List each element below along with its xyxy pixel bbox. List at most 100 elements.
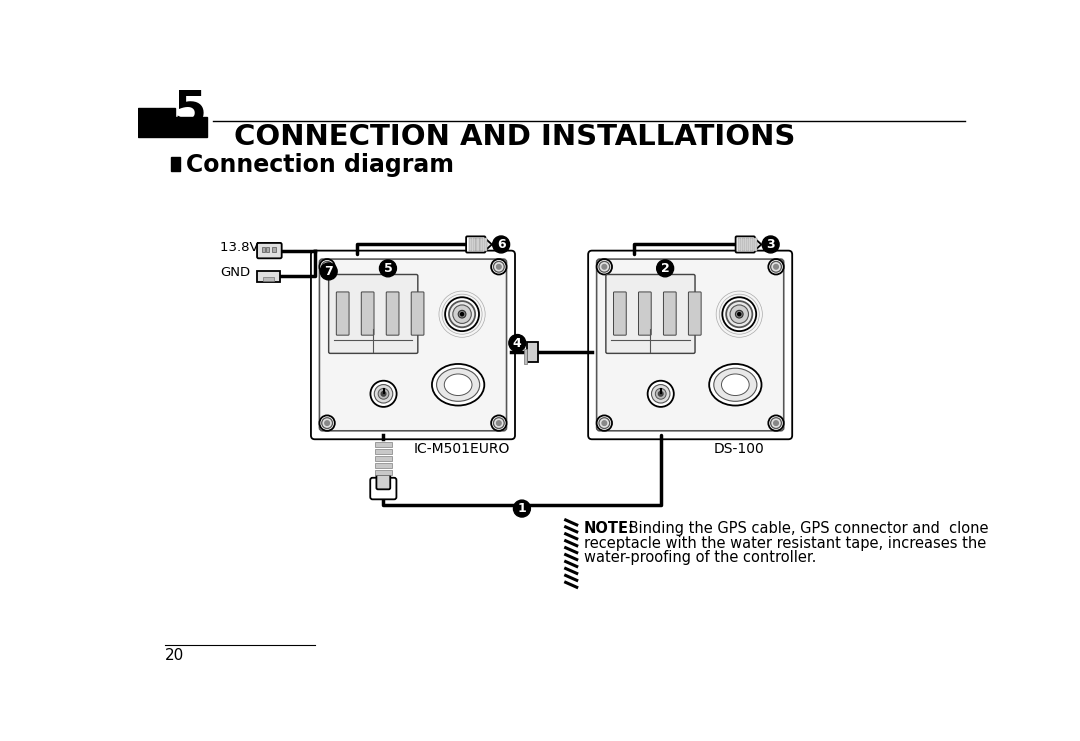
FancyBboxPatch shape	[596, 259, 784, 431]
Text: 5: 5	[383, 262, 392, 275]
Text: 7: 7	[324, 265, 333, 278]
Circle shape	[322, 262, 333, 272]
Bar	[484, 239, 487, 250]
FancyBboxPatch shape	[328, 274, 418, 353]
Circle shape	[460, 313, 463, 316]
Bar	[481, 239, 484, 250]
Bar	[138, 108, 175, 135]
Circle shape	[320, 263, 337, 280]
Bar	[267, 247, 269, 252]
Circle shape	[762, 236, 779, 253]
Bar	[171, 157, 180, 171]
Text: 2: 2	[661, 262, 670, 275]
Polygon shape	[484, 238, 491, 251]
FancyBboxPatch shape	[613, 292, 626, 335]
Bar	[476, 239, 480, 250]
FancyBboxPatch shape	[411, 292, 424, 335]
Text: 20: 20	[164, 648, 184, 663]
Bar	[375, 449, 392, 454]
Bar	[469, 239, 472, 250]
Text: NOTE:: NOTE:	[583, 521, 634, 536]
Circle shape	[320, 259, 335, 274]
FancyBboxPatch shape	[467, 236, 485, 253]
Text: 13.8V DC: 13.8V DC	[220, 241, 282, 254]
Circle shape	[773, 421, 779, 425]
Text: DS-100: DS-100	[714, 442, 765, 456]
Text: 4: 4	[513, 336, 522, 350]
Circle shape	[771, 418, 782, 428]
Circle shape	[370, 381, 396, 407]
Text: 6: 6	[497, 238, 505, 251]
Bar	[375, 470, 392, 475]
Bar	[527, 342, 538, 362]
Polygon shape	[754, 238, 761, 251]
Bar	[739, 239, 741, 250]
Circle shape	[379, 260, 396, 277]
Circle shape	[453, 305, 471, 323]
Circle shape	[659, 391, 663, 396]
Ellipse shape	[714, 368, 757, 402]
Circle shape	[322, 418, 333, 428]
Bar	[375, 442, 392, 447]
Bar	[742, 239, 745, 250]
Circle shape	[458, 310, 465, 318]
Circle shape	[773, 265, 779, 269]
Circle shape	[656, 388, 666, 399]
Circle shape	[497, 421, 501, 425]
Bar	[375, 456, 392, 461]
Circle shape	[768, 416, 784, 431]
Circle shape	[738, 313, 741, 316]
Circle shape	[599, 418, 610, 428]
Text: 5: 5	[174, 89, 206, 133]
FancyBboxPatch shape	[362, 292, 374, 335]
Circle shape	[491, 416, 507, 431]
FancyBboxPatch shape	[688, 292, 701, 335]
Text: 1: 1	[517, 502, 526, 515]
Circle shape	[602, 265, 607, 269]
Circle shape	[771, 262, 782, 272]
Circle shape	[494, 262, 504, 272]
Circle shape	[492, 236, 510, 253]
Circle shape	[735, 310, 743, 318]
Circle shape	[320, 416, 335, 431]
Ellipse shape	[432, 364, 484, 405]
Circle shape	[768, 259, 784, 274]
FancyBboxPatch shape	[589, 250, 793, 439]
Circle shape	[726, 301, 753, 328]
Bar	[746, 239, 750, 250]
Circle shape	[375, 385, 393, 403]
Circle shape	[491, 259, 507, 274]
Bar	[261, 247, 265, 252]
Circle shape	[723, 297, 756, 331]
Circle shape	[602, 421, 607, 425]
Ellipse shape	[721, 374, 750, 396]
Circle shape	[449, 301, 475, 328]
Ellipse shape	[710, 364, 761, 405]
Bar	[138, 117, 207, 136]
Bar	[524, 349, 527, 364]
Bar	[473, 239, 475, 250]
Bar	[272, 247, 275, 252]
Text: IC-M501EURO: IC-M501EURO	[414, 442, 510, 456]
Bar	[375, 463, 392, 468]
Circle shape	[730, 305, 748, 323]
FancyBboxPatch shape	[336, 292, 349, 335]
Circle shape	[378, 388, 389, 399]
Bar	[754, 239, 757, 250]
Text: Binding the GPS cable, GPS connector and  clone: Binding the GPS cable, GPS connector and…	[623, 521, 988, 536]
Bar	[750, 239, 753, 250]
Bar	[264, 277, 274, 281]
Circle shape	[596, 416, 612, 431]
FancyBboxPatch shape	[257, 243, 282, 259]
FancyBboxPatch shape	[663, 292, 676, 335]
Text: GND: GND	[220, 267, 251, 279]
Circle shape	[648, 381, 674, 407]
FancyBboxPatch shape	[638, 292, 651, 335]
Circle shape	[497, 265, 501, 269]
Circle shape	[325, 421, 329, 425]
FancyBboxPatch shape	[320, 259, 507, 431]
Text: CONNECTION AND INSTALLATIONS: CONNECTION AND INSTALLATIONS	[234, 123, 795, 150]
Circle shape	[445, 297, 480, 331]
Ellipse shape	[436, 368, 480, 402]
Circle shape	[513, 500, 530, 517]
